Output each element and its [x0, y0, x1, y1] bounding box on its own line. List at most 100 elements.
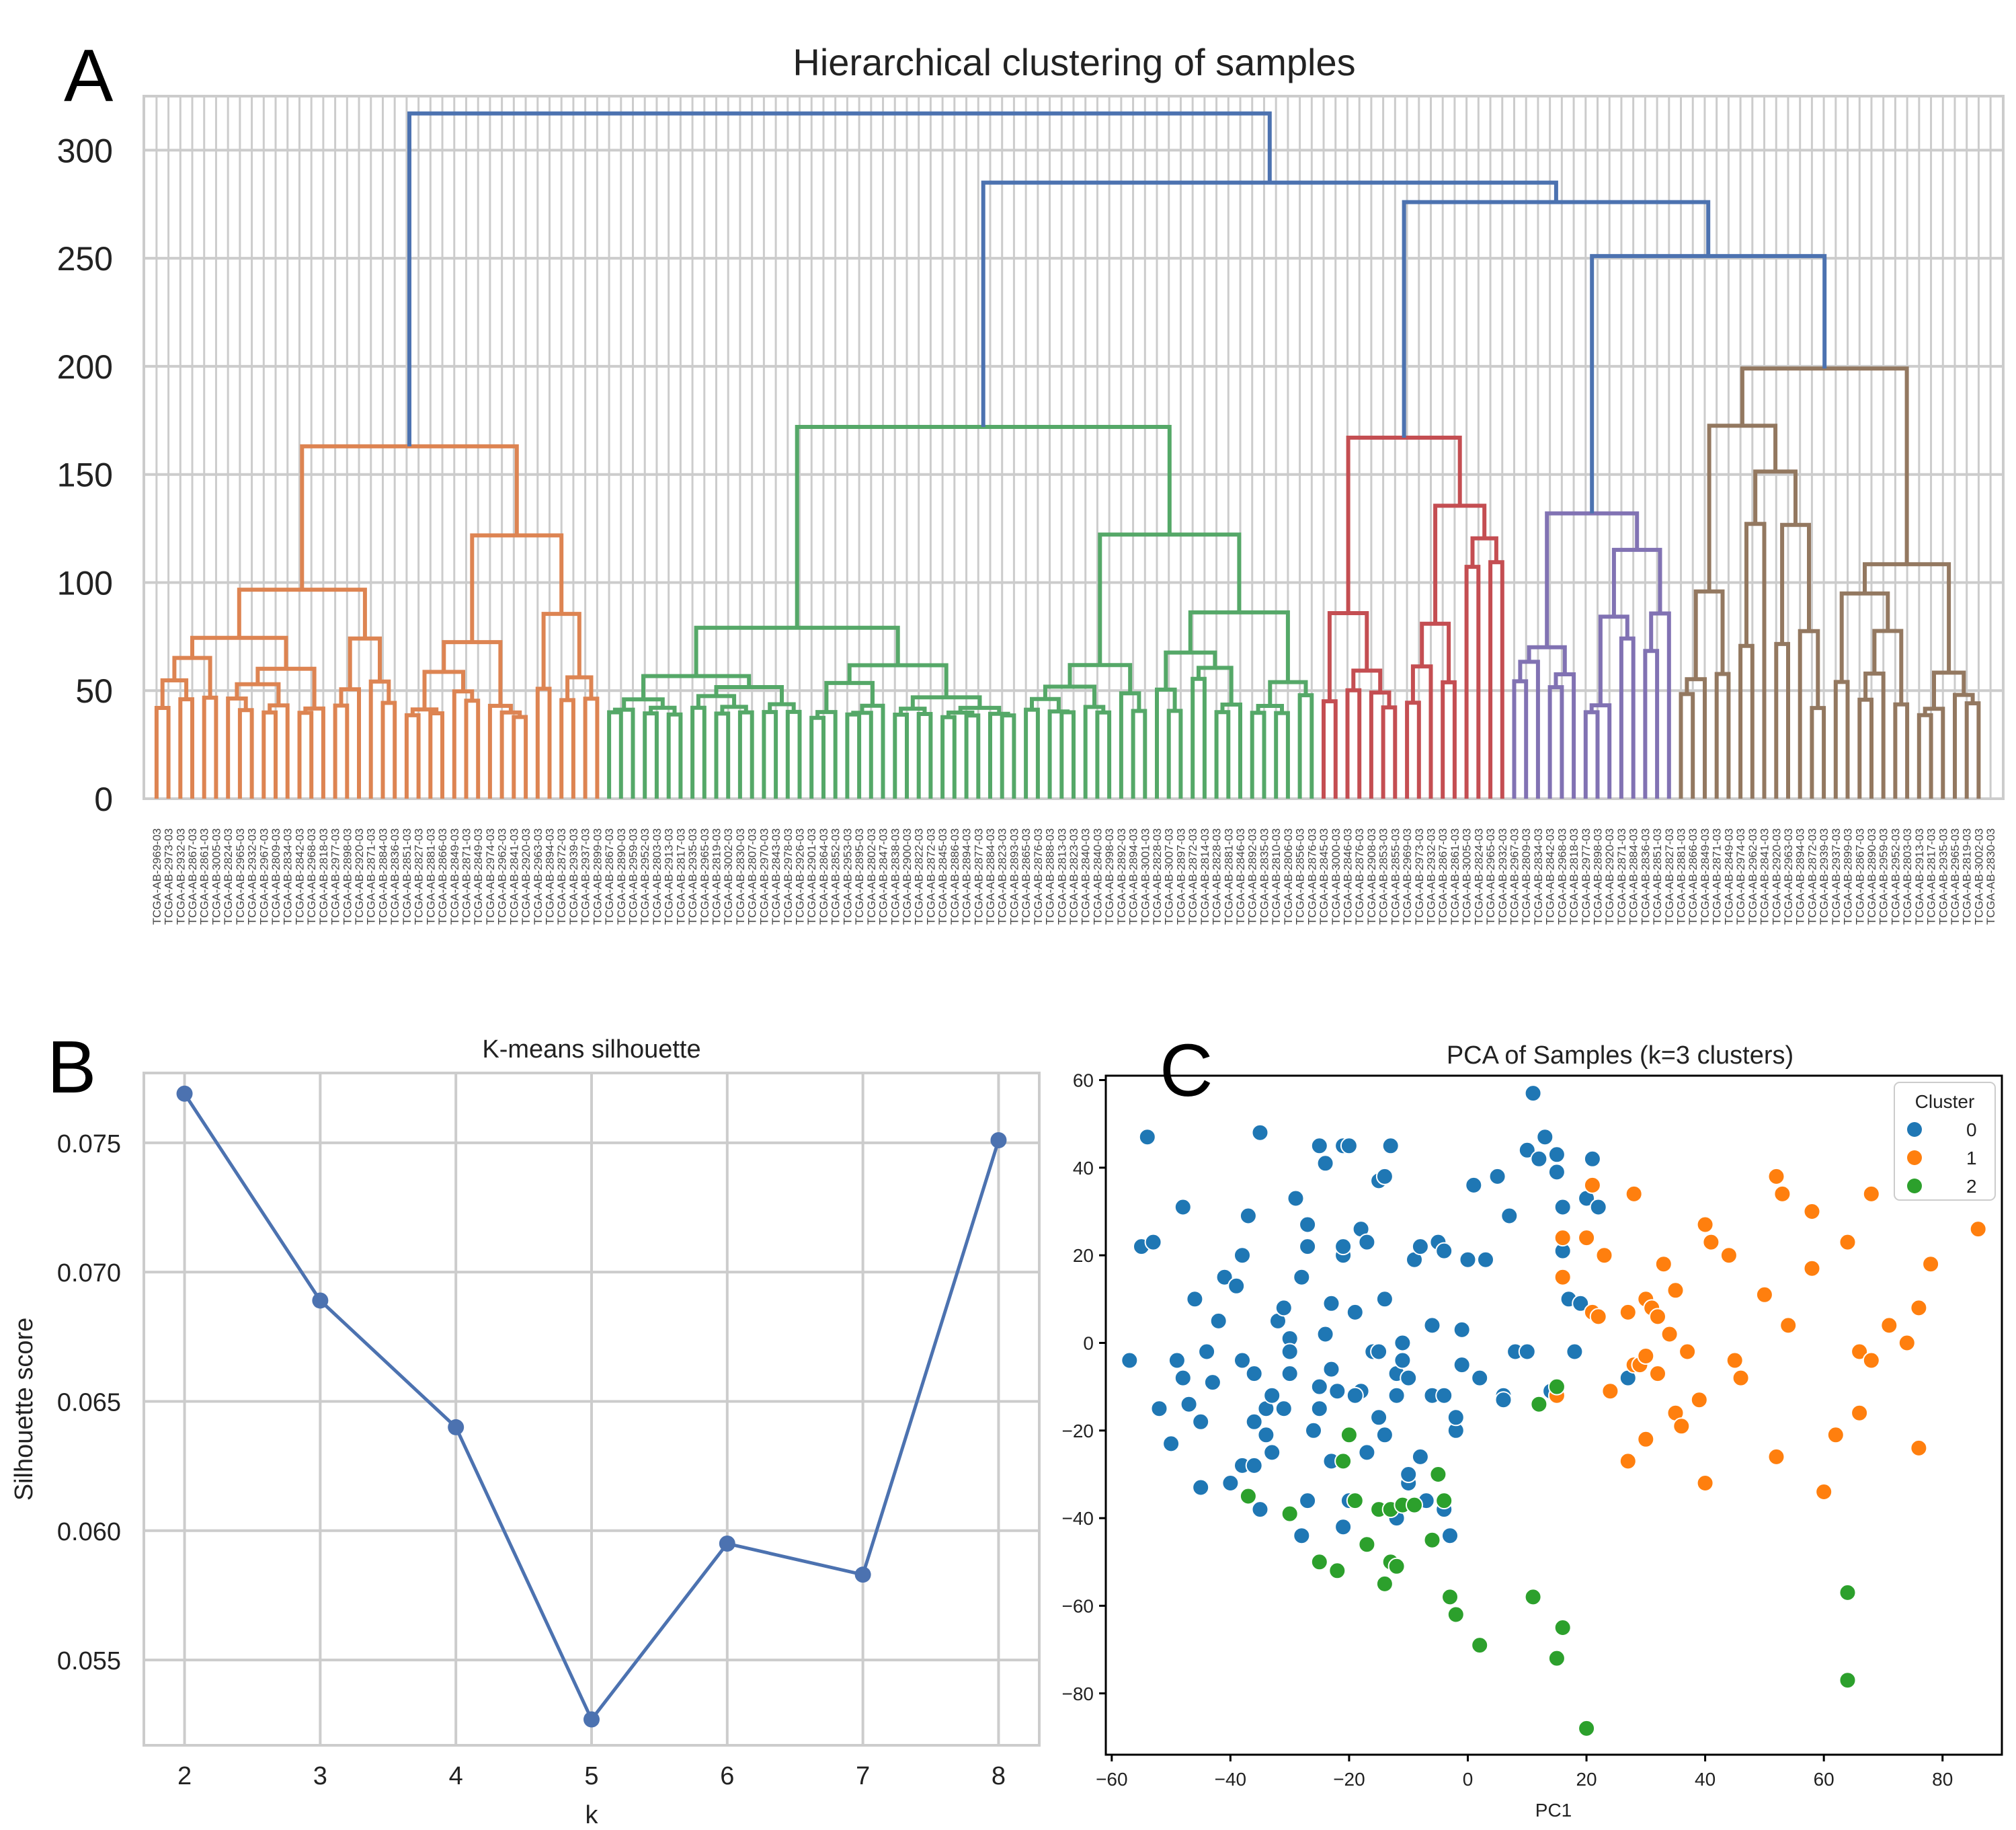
- pca-point-cluster-1: [1862, 1351, 1880, 1369]
- dendrogram-leaf-label: TCGA-AB-2939-03: [567, 828, 580, 925]
- dendrogram-leaf-label: TCGA-AB-2898-03: [1592, 828, 1605, 925]
- dendrogram-link: [1297, 693, 1314, 799]
- pca-point-cluster-2: [1471, 1636, 1489, 1655]
- dendrogram-leaf-label: TCGA-AB-2877-03: [972, 828, 985, 925]
- dendrogram-link: [1488, 560, 1504, 799]
- legend-marker-0: [1907, 1122, 1922, 1137]
- dendrogram-leaf-label: TCGA-AB-2894-03: [961, 828, 973, 925]
- dendrogram-top-link: [407, 111, 1272, 446]
- dendrogram-leaf-label: TCGA-AB-2802-03: [865, 828, 878, 925]
- silhouette-x-tick-label: 6: [720, 1762, 734, 1790]
- pca-point-cluster-0: [1192, 1478, 1210, 1497]
- dendrogram-link: [612, 707, 635, 799]
- pca-point-cluster-0: [1281, 1365, 1299, 1383]
- pca-point-cluster-1: [1654, 1255, 1672, 1273]
- dendrogram-leaf-label: TCGA-AB-2866-03: [436, 828, 449, 925]
- pca-point-cluster-2: [1435, 1492, 1453, 1510]
- pca-point-cluster-0: [1370, 1408, 1388, 1427]
- dendrogram-leaf-label: TCGA-AB-2867-03: [1437, 828, 1449, 925]
- pca-point-cluster-0: [1305, 1421, 1322, 1439]
- dendrogram-link: [1381, 705, 1398, 799]
- pca-point-cluster-2: [1839, 1583, 1857, 1601]
- dendrogram-link: [255, 666, 317, 709]
- pca-x-tick-label: 60: [1814, 1769, 1834, 1790]
- pca-x-label: PC1: [1535, 1800, 1572, 1821]
- silhouette-point: [854, 1566, 871, 1583]
- dendrogram-leaf-label: TCGA-AB-2881-03: [1675, 828, 1688, 925]
- pca-point-cluster-0: [1583, 1150, 1601, 1168]
- pca-x-tick-label: −20: [1333, 1769, 1365, 1790]
- dendrogram-y-tick-label: 50: [75, 672, 113, 710]
- pca-point-cluster-2: [1524, 1588, 1542, 1606]
- dendrogram-link: [785, 709, 802, 799]
- pca-point-cluster-0: [1447, 1408, 1465, 1427]
- dendrogram-link: [1643, 649, 1660, 799]
- pca-point-cluster-0: [1375, 1167, 1394, 1185]
- pca-point-cluster-1: [1619, 1452, 1637, 1470]
- pca-point-cluster-0: [1411, 1447, 1429, 1466]
- dendrogram-link: [940, 715, 957, 799]
- pca-point-cluster-0: [1180, 1395, 1198, 1413]
- dendrogram-link: [1166, 709, 1183, 799]
- silhouette-x-tick-label: 8: [992, 1762, 1006, 1790]
- dendrogram-leaf-label: TCGA-AB-2824-03: [1472, 828, 1485, 925]
- dendrogram-leaf-label: TCGA-AB-2884-03: [984, 828, 997, 925]
- dendrogram-leaf-label: TCGA-AB-2963-03: [1782, 828, 1795, 925]
- pca-y-tick-label: −20: [1062, 1421, 1094, 1441]
- pca-point-cluster-0: [1275, 1299, 1293, 1317]
- pca-point-cluster-0: [1221, 1474, 1240, 1492]
- pca-point-cluster-0: [1435, 1386, 1453, 1404]
- pca-point-cluster-2: [1441, 1588, 1459, 1606]
- dendrogram-link: [851, 711, 873, 799]
- dendrogram-link: [1164, 650, 1217, 690]
- pca-point-cluster-0: [1144, 1233, 1162, 1251]
- dendrogram-link: [1547, 685, 1564, 799]
- dendrogram-leaf-label: TCGA-AB-2840-03: [1091, 828, 1104, 925]
- dendrogram-leaf-label: TCGA-AB-2849-03: [472, 828, 485, 925]
- dendrogram-link: [226, 697, 248, 799]
- dendrogram-link: [235, 682, 281, 706]
- dendrogram-link: [1214, 710, 1231, 799]
- pca-point-cluster-1: [1679, 1343, 1697, 1361]
- pca-point-cluster-1: [1880, 1316, 1898, 1335]
- dendrogram-leaf-label: TCGA-AB-2920-03: [1603, 828, 1616, 925]
- dendrogram-leaf-label: TCGA-AB-2968-03: [305, 828, 318, 925]
- dendrogram-link: [1810, 706, 1826, 799]
- dendrogram-link: [1405, 701, 1421, 799]
- dendrogram-leaf-label: TCGA-AB-2828-03: [1211, 828, 1223, 925]
- dendrogram-link: [815, 710, 838, 799]
- dendrogram-leaf-label: TCGA-AB-2849-03: [1722, 828, 1735, 925]
- dendrogram-leaf-label: TCGA-AB-2876-03: [1032, 828, 1045, 925]
- dendrogram-link: [428, 711, 444, 799]
- pca-point-cluster-0: [1257, 1426, 1275, 1444]
- dendrogram-leaf-label: TCGA-AB-2827-03: [1663, 828, 1676, 925]
- pca-point-cluster-0: [1589, 1198, 1607, 1216]
- legend-label-0: 0: [1966, 1119, 1977, 1140]
- pca-point-cluster-2: [1423, 1531, 1441, 1549]
- dendrogram-link: [1441, 680, 1457, 799]
- dendrogram-leaf-label: TCGA-AB-2935-03: [686, 828, 699, 925]
- dendrogram-link: [1220, 703, 1242, 799]
- dendrogram-leaf-label: TCGA-AB-2901-03: [805, 828, 818, 925]
- dendrogram-leaf-label: TCGA-AB-2932-03: [1424, 828, 1437, 925]
- pca-point-cluster-0: [1174, 1198, 1192, 1216]
- pca-point-cluster-1: [1767, 1167, 1785, 1185]
- pca-point-cluster-0: [1423, 1316, 1441, 1335]
- pca-point-cluster-2: [1387, 1557, 1406, 1575]
- pca-point-cluster-1: [1702, 1233, 1720, 1251]
- pca-point-cluster-0: [1530, 1150, 1548, 1168]
- dendrogram-link: [261, 710, 278, 799]
- dendrogram-link: [1872, 629, 1904, 705]
- pca-point-cluster-0: [1310, 1378, 1328, 1396]
- dendrogram-links: [154, 111, 1981, 799]
- dendrogram-link: [535, 686, 552, 799]
- legend-marker-1: [1907, 1150, 1922, 1165]
- dendrogram-link: [1047, 709, 1070, 799]
- pca-point-cluster-0: [1328, 1382, 1346, 1400]
- pca-point-cluster-0: [1215, 1268, 1234, 1286]
- dendrogram-link: [607, 710, 623, 799]
- dendrogram-link: [237, 708, 254, 799]
- pca-point-cluster-0: [1518, 1141, 1536, 1159]
- pca-point-cluster-0: [1394, 1351, 1412, 1369]
- dendrogram-leaf-label: TCGA-AB-2890-03: [1865, 828, 1878, 925]
